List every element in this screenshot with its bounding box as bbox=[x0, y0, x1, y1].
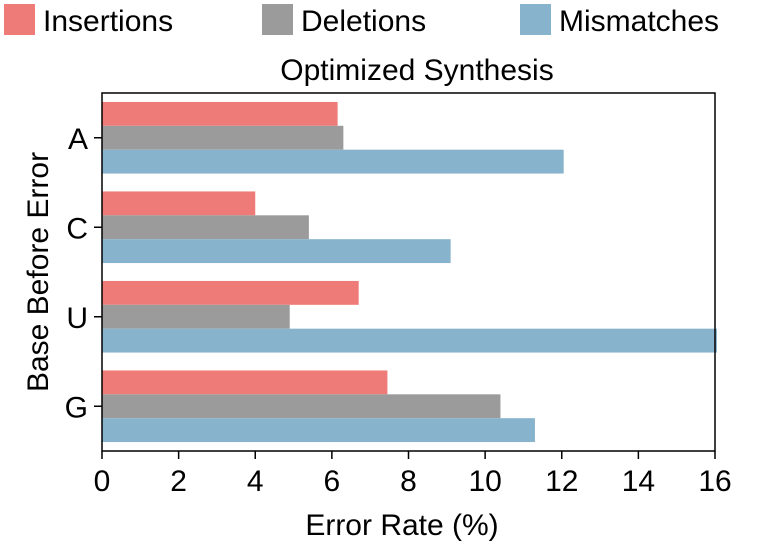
y-axis-label: Base Before Error bbox=[22, 152, 55, 392]
bar-deletions-a bbox=[102, 125, 344, 150]
bar-insertions-c bbox=[102, 191, 256, 216]
bars-group bbox=[102, 101, 717, 443]
x-tick-label: 6 bbox=[324, 465, 341, 498]
x-tick-label: 12 bbox=[545, 465, 578, 498]
bar-mismatches-u bbox=[102, 328, 717, 353]
y-tick-label-u: U bbox=[66, 302, 88, 335]
bar-mismatches-g bbox=[102, 418, 535, 443]
chart-title: Optimized Synthesis bbox=[280, 54, 553, 87]
legend: Insertions Deletions Mismatches bbox=[4, 4, 719, 38]
y-tick-label-g: G bbox=[65, 391, 88, 424]
y-axis-ticks: A C U G bbox=[65, 123, 102, 424]
x-tick-label: 0 bbox=[94, 465, 111, 498]
legend-label-mismatches: Mismatches bbox=[559, 5, 719, 38]
legend-swatch-mismatches bbox=[520, 4, 551, 35]
bar-insertions-u bbox=[102, 280, 359, 305]
x-tick-label: 16 bbox=[698, 465, 731, 498]
x-axis-ticks: 0 2 4 6 8 10 12 14 16 bbox=[94, 451, 732, 498]
legend-item-insertions: Insertions bbox=[4, 4, 173, 38]
x-tick-label: 4 bbox=[247, 465, 264, 498]
bar-mismatches-a bbox=[102, 149, 564, 174]
x-tick-label: 14 bbox=[622, 465, 655, 498]
x-tick-label: 8 bbox=[400, 465, 417, 498]
bar-insertions-a bbox=[102, 101, 338, 126]
y-tick-label-c: C bbox=[66, 212, 88, 245]
legend-swatch-insertions bbox=[4, 4, 35, 35]
bar-insertions-g bbox=[102, 370, 388, 395]
bar-deletions-g bbox=[102, 394, 501, 419]
legend-label-insertions: Insertions bbox=[43, 5, 173, 38]
legend-swatch-deletions bbox=[262, 4, 293, 35]
bar-deletions-c bbox=[102, 215, 309, 240]
x-tick-label: 10 bbox=[468, 465, 501, 498]
legend-item-mismatches: Mismatches bbox=[520, 4, 719, 38]
legend-label-deletions: Deletions bbox=[301, 5, 426, 38]
x-axis-label: Error Rate (%) bbox=[305, 509, 498, 542]
bar-mismatches-c bbox=[102, 239, 451, 264]
legend-item-deletions: Deletions bbox=[262, 4, 426, 38]
y-tick-label-a: A bbox=[68, 123, 88, 156]
bar-deletions-u bbox=[102, 304, 290, 329]
x-tick-label: 2 bbox=[170, 465, 187, 498]
